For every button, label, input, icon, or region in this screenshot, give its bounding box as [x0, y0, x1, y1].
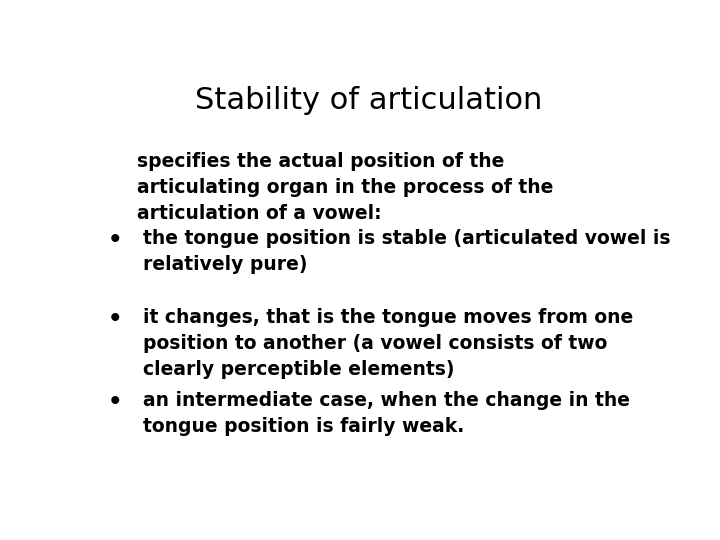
Text: the tongue position is stable (articulated vowel is
relatively pure): the tongue position is stable (articulat… — [143, 229, 670, 274]
Text: •: • — [108, 308, 122, 331]
Text: it changes, that is the tongue moves from one
position to another (a vowel consi: it changes, that is the tongue moves fro… — [143, 308, 634, 379]
Text: •: • — [108, 391, 122, 414]
Text: specifies the actual position of the
articulating organ in the process of the
ar: specifies the actual position of the art… — [138, 152, 554, 222]
Text: Stability of articulation: Stability of articulation — [195, 85, 543, 114]
Text: an intermediate case, when the change in the
tongue position is fairly weak.: an intermediate case, when the change in… — [143, 391, 630, 436]
Text: •: • — [108, 229, 122, 252]
